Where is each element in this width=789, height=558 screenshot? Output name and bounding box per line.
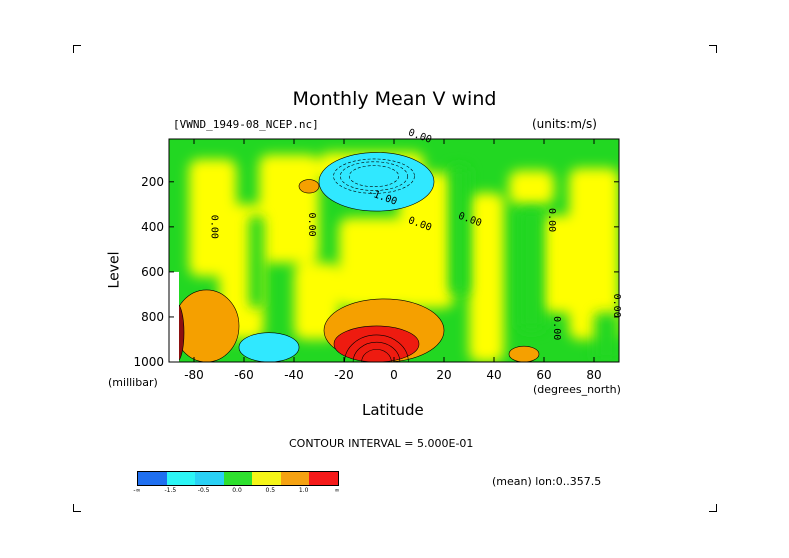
legend-swatch <box>166 472 196 485</box>
positive-zone <box>189 159 237 277</box>
legend-tick-label: 0.5 <box>265 487 276 494</box>
x-axis-label: Latitude <box>362 401 424 419</box>
x-tick-label: 40 <box>486 368 501 382</box>
contour-label: 0.00 <box>457 211 483 230</box>
near-zero-zone <box>249 215 264 308</box>
x-tick-label: 60 <box>536 368 551 382</box>
legend-swatch <box>280 472 310 485</box>
positive-contour <box>344 334 409 362</box>
positive-zone <box>399 172 454 308</box>
positive-contour <box>352 341 401 362</box>
field-background <box>169 139 619 362</box>
x-axis-unit: (degrees_north) <box>533 383 621 396</box>
y-tick-label: 1000 <box>133 355 164 369</box>
shaded-region-orange <box>298 179 320 194</box>
legend-swatch <box>309 472 339 485</box>
legend-swatch <box>223 472 253 485</box>
positive-zone <box>294 262 339 340</box>
contour-label: 0.00 <box>407 127 433 146</box>
negative-contour <box>348 165 400 187</box>
mean-note: (mean) lon:0..357.5 <box>492 475 602 488</box>
legend-tick-label: -0.5 <box>197 487 210 494</box>
x-tick-label: -40 <box>284 368 304 382</box>
positive-zone <box>569 168 619 340</box>
contour-label: 0.00 <box>611 294 622 318</box>
positive-zone <box>339 217 404 308</box>
missing-data-area <box>169 271 179 362</box>
positive-zone <box>509 170 554 205</box>
near-zero-zone <box>519 208 544 331</box>
negative-contour <box>333 158 415 194</box>
legend-tick-label: -∞ <box>133 487 141 494</box>
contour-label: -1.00 <box>366 187 398 208</box>
shaded-region-orange <box>508 345 540 362</box>
shaded-region-deep_blue <box>328 156 420 196</box>
negative-contour <box>339 161 409 191</box>
crop-mark-bottom-right <box>709 504 717 512</box>
shaded-region-dark_red <box>169 303 185 362</box>
positive-zone <box>319 152 424 182</box>
contour-label: 0.00 <box>209 215 220 239</box>
crop-mark-bottom-left <box>73 504 81 512</box>
shaded-region-light_blue <box>238 332 300 362</box>
x-tick-label: -80 <box>184 368 204 382</box>
contour-label: 0.00 <box>306 213 317 237</box>
near-zero-zone <box>594 312 619 362</box>
positive-zone <box>259 154 319 263</box>
x-tick-label: -20 <box>334 368 354 382</box>
positive-zone <box>469 193 504 362</box>
chart-title: Monthly Mean V wind <box>292 88 497 110</box>
y-tick-label: 800 <box>141 310 164 324</box>
positive-zone <box>219 204 264 340</box>
positive-zone <box>539 215 584 313</box>
y-tick-label: 400 <box>141 220 164 234</box>
y-tick-label: 200 <box>141 175 164 189</box>
crop-mark-top-left <box>73 45 81 53</box>
y-axis-label: Level <box>106 251 123 289</box>
shaded-region-orange <box>173 289 240 362</box>
contour-label: 0.00 <box>407 215 433 234</box>
legend-swatch <box>138 472 167 485</box>
color-legend <box>137 471 339 486</box>
legend-swatch <box>195 472 224 485</box>
contour-label: 0.00 <box>551 316 562 340</box>
legend-tick-label: 0.0 <box>232 487 242 494</box>
contour-label: 0.00 <box>546 208 557 232</box>
file-label: [VWND_1949-08_NCEP.nc] <box>173 118 319 131</box>
units-label: (units:m/s) <box>532 117 597 131</box>
plot-frame <box>168 138 620 363</box>
near-zero-zone <box>449 166 469 295</box>
y-tick-label: 600 <box>141 265 164 279</box>
shaded-region-red <box>333 325 420 362</box>
legend-tick-label: -1.5 <box>164 487 177 494</box>
x-tick-label: 20 <box>436 368 451 382</box>
contour-interval-note: CONTOUR INTERVAL = 5.000E-01 <box>289 437 474 450</box>
legend-swatch <box>252 472 281 485</box>
legend-tick-label: ∞ <box>334 487 340 494</box>
legend-tick-label: 1.0 <box>298 487 309 494</box>
x-tick-label: 80 <box>586 368 601 382</box>
shaded-region-orange <box>323 298 445 362</box>
x-tick-label: 0 <box>390 368 398 382</box>
positive-contour <box>361 349 392 362</box>
x-tick-label: -60 <box>234 368 254 382</box>
y-axis-unit: (millibar) <box>108 376 158 389</box>
crop-mark-top-right <box>709 45 717 53</box>
shaded-region-light_blue <box>318 152 435 212</box>
